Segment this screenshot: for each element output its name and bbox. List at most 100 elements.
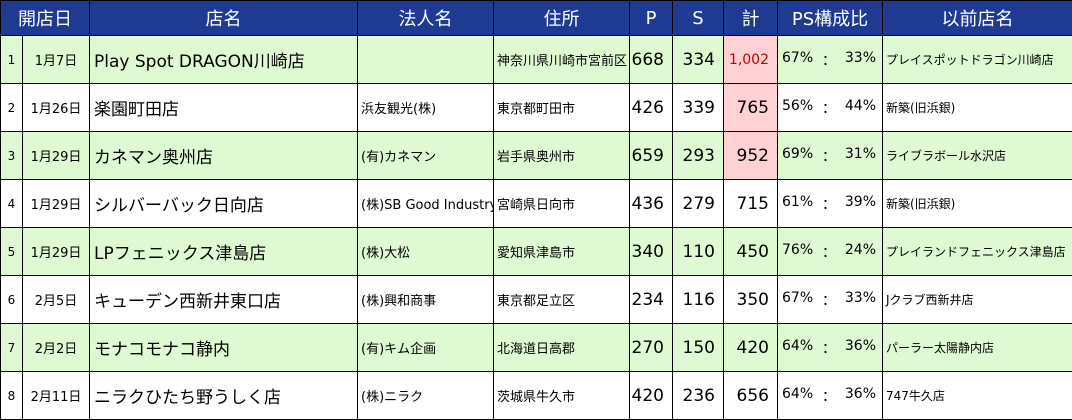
opening-date[interactable]: 1月7日 <box>23 36 90 84</box>
total-count[interactable]: 450 <box>724 228 778 276</box>
opening-date[interactable]: 1月29日 <box>23 132 90 180</box>
store-name[interactable]: LPフェニックス津島店 <box>90 228 358 276</box>
address[interactable]: 北海道日高郡 <box>494 324 630 372</box>
row-index[interactable]: 8 <box>1 372 23 420</box>
previous-store-name[interactable]: プレイスポットドラゴン川崎店 <box>883 36 1072 84</box>
row-index[interactable]: 7 <box>1 324 23 372</box>
opening-date[interactable]: 2月5日 <box>23 276 90 324</box>
s-count[interactable]: 279 <box>673 180 724 228</box>
row-index[interactable]: 4 <box>1 180 23 228</box>
p-count[interactable]: 436 <box>630 180 673 228</box>
store-name[interactable]: Play Spot DRAGON川崎店 <box>90 36 358 84</box>
ps-ratio[interactable]: 64%：36% <box>778 324 883 372</box>
address[interactable]: 東京都足立区 <box>494 276 630 324</box>
corporation-name[interactable] <box>358 36 494 84</box>
header-name[interactable]: 店名 <box>90 1 358 36</box>
corporation-name[interactable]: (有)カネマン <box>358 132 494 180</box>
store-name[interactable]: ニラクひたち野うしく店 <box>90 372 358 420</box>
row-index[interactable]: 5 <box>1 228 23 276</box>
ps-ratio[interactable]: 67%：33% <box>778 276 883 324</box>
ps-ratio-values: 69%：31% <box>778 146 882 166</box>
opening-date[interactable]: 2月11日 <box>23 372 90 420</box>
store-name[interactable]: カネマン奥州店 <box>90 132 358 180</box>
s-count[interactable]: 236 <box>673 372 724 420</box>
store-name[interactable]: シルバーバック日向店 <box>90 180 358 228</box>
s-count[interactable]: 110 <box>673 228 724 276</box>
total-count[interactable]: 350 <box>724 276 778 324</box>
total-count[interactable]: 656 <box>724 372 778 420</box>
s-count[interactable]: 116 <box>673 276 724 324</box>
header-p[interactable]: P <box>630 1 673 36</box>
previous-store-name[interactable]: 新築(旧浜銀) <box>883 84 1072 132</box>
ratio-separator: ： <box>822 242 836 262</box>
ps-ratio[interactable]: 67% ： 33% <box>778 36 883 84</box>
ratio-separator: ： <box>822 50 836 70</box>
ps-ratio-values: 56%：44% <box>778 98 882 118</box>
p-count[interactable]: 270 <box>630 324 673 372</box>
ps-ratio-values: 64%：36% <box>778 338 882 358</box>
previous-store-name[interactable]: Jクラブ西新井店 <box>883 276 1072 324</box>
p-count[interactable]: 659 <box>630 132 673 180</box>
s-count[interactable]: 334 <box>673 36 724 84</box>
corporation-name[interactable]: (株)ニラク <box>358 372 494 420</box>
row-index[interactable]: 6 <box>1 276 23 324</box>
store-name[interactable]: 楽園町田店 <box>90 84 358 132</box>
address[interactable]: 宮崎県日向市 <box>494 180 630 228</box>
address[interactable]: 茨城県牛久市 <box>494 372 630 420</box>
address[interactable]: 東京都町田市 <box>494 84 630 132</box>
p-ratio: 67% <box>782 50 813 70</box>
s-count[interactable]: 339 <box>673 84 724 132</box>
row-index[interactable]: 2 <box>1 84 23 132</box>
previous-store-name[interactable]: パーラー太陽静内店 <box>883 324 1072 372</box>
header-corp[interactable]: 法人名 <box>358 1 494 36</box>
p-count[interactable]: 340 <box>630 228 673 276</box>
p-count[interactable]: 426 <box>630 84 673 132</box>
row-index[interactable]: 3 <box>1 132 23 180</box>
header-date[interactable]: 開店日 <box>1 1 90 36</box>
row-index[interactable]: 1 <box>1 36 23 84</box>
header-prev[interactable]: 以前店名 <box>883 1 1072 36</box>
previous-store-name[interactable]: ライブラボール水沢店 <box>883 132 1072 180</box>
address[interactable]: 愛知県津島市 <box>494 228 630 276</box>
p-count[interactable]: 234 <box>630 276 673 324</box>
total-count[interactable]: 765 <box>724 84 778 132</box>
previous-store-name[interactable]: 747牛久店 <box>883 372 1072 420</box>
corporation-name[interactable]: (株)大松 <box>358 228 494 276</box>
p-ratio: 56% <box>782 98 813 118</box>
opening-date[interactable]: 1月29日 <box>23 228 90 276</box>
store-name[interactable]: モナコモナコ静内 <box>90 324 358 372</box>
address[interactable]: 岩手県奥州市 <box>494 132 630 180</box>
header-ratio[interactable]: PS構成比 <box>778 1 883 36</box>
header-s[interactable]: S <box>673 1 724 36</box>
total-count[interactable]: 715 <box>724 180 778 228</box>
opening-date[interactable]: 2月2日 <box>23 324 90 372</box>
ps-ratio[interactable]: 76%：24% <box>778 228 883 276</box>
p-count[interactable]: 668 <box>630 36 673 84</box>
ps-ratio[interactable]: 69%：31% <box>778 132 883 180</box>
address[interactable]: 神奈川県川崎市宮前区 <box>494 36 630 84</box>
header-total[interactable]: 計 <box>724 1 778 36</box>
total-count[interactable]: 1,002 <box>724 36 778 84</box>
header-addr[interactable]: 住所 <box>494 1 630 36</box>
opening-date[interactable]: 1月26日 <box>23 84 90 132</box>
s-ratio: 33% <box>845 50 876 70</box>
total-count[interactable]: 420 <box>724 324 778 372</box>
previous-store-name[interactable]: プレイランドフェニックス津島店 <box>883 228 1072 276</box>
ps-ratio[interactable]: 56%：44% <box>778 84 883 132</box>
corporation-name[interactable]: (株)興和商事 <box>358 276 494 324</box>
store-name[interactable]: キューデン西新井東口店 <box>90 276 358 324</box>
corporation-name[interactable]: (株)SB Good Industry <box>358 180 494 228</box>
p-count[interactable]: 420 <box>630 372 673 420</box>
total-count[interactable]: 952 <box>724 132 778 180</box>
p-ratio: 61% <box>782 194 813 214</box>
corporation-name[interactable]: 浜友観光(株) <box>358 84 494 132</box>
s-count[interactable]: 150 <box>673 324 724 372</box>
ps-ratio[interactable]: 61%：39% <box>778 180 883 228</box>
previous-store-name[interactable]: 新築(旧浜銀) <box>883 180 1072 228</box>
s-count[interactable]: 293 <box>673 132 724 180</box>
opening-date[interactable]: 1月29日 <box>23 180 90 228</box>
ps-ratio[interactable]: 64%：36% <box>778 372 883 420</box>
corporation-name[interactable]: (有)キム企画 <box>358 324 494 372</box>
